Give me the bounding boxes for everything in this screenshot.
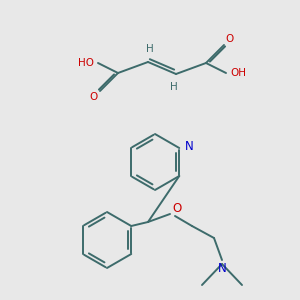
Text: N: N [185, 140, 194, 152]
Text: H: H [146, 44, 154, 54]
Text: OH: OH [230, 68, 246, 78]
Text: HO: HO [78, 58, 94, 68]
Text: O: O [172, 202, 182, 215]
Text: H: H [170, 82, 178, 92]
Text: N: N [218, 262, 226, 275]
Text: O: O [90, 92, 98, 102]
Text: O: O [226, 34, 234, 44]
